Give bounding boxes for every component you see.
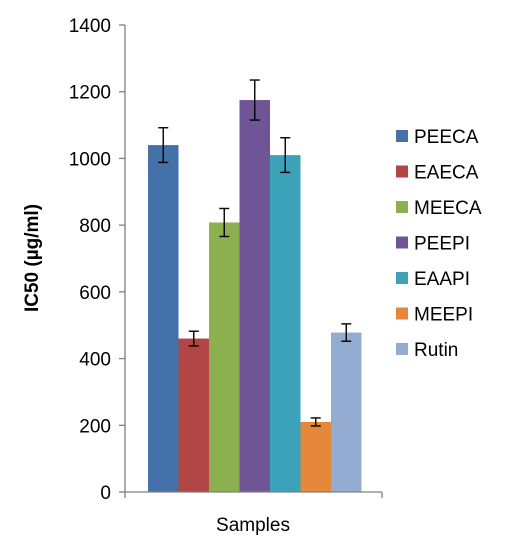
legend: PEECA EAECA MEECA PEEPI EAAPI MEEPI Rutin [396, 127, 482, 361]
legend-swatch [396, 236, 408, 249]
legend-item-peeca: PEECA [396, 127, 479, 148]
y-tick-label: 1400 [69, 16, 111, 37]
legend-swatch [396, 130, 408, 142]
bars [148, 100, 362, 493]
bar-meeca [209, 222, 240, 492]
error-bar-rutin [341, 323, 352, 342]
bar-eaeca [178, 338, 209, 492]
y-tick-label: 600 [79, 283, 111, 304]
legend-label: MEEPI [414, 305, 473, 326]
y-tick-label: 400 [79, 350, 111, 371]
legend-item-meeca: MEECA [396, 198, 482, 219]
legend-label: MEECA [414, 198, 482, 219]
legend-item-rutin: Rutin [396, 340, 458, 361]
legend-swatch [396, 165, 408, 178]
legend-swatch [396, 307, 408, 320]
y-tick-label: 0 [100, 483, 111, 504]
error-bar-eaeca [188, 330, 199, 347]
legend-item-eaapi: EAAPI [396, 269, 470, 290]
legend-label: EAECA [414, 163, 479, 184]
legend-item-eaeca: EAECA [396, 163, 479, 184]
error-bars [158, 79, 352, 427]
y-tick-label: 800 [79, 216, 111, 237]
error-bar-peepi [249, 79, 260, 121]
error-bar-eaapi [280, 137, 291, 174]
legend-label: Rutin [414, 340, 458, 361]
bar-meepi [300, 421, 331, 492]
y-axis-title: IC50 (µg/ml) [22, 204, 43, 312]
legend-item-peepi: PEEPI [396, 234, 470, 255]
legend-swatch [396, 343, 408, 355]
error-bar-peeca [158, 127, 169, 164]
bar-peepi [239, 100, 270, 492]
error-bar-meepi [310, 417, 321, 427]
bar-peeca [148, 145, 179, 493]
bar-rutin [331, 332, 362, 492]
legend-swatch [396, 201, 408, 213]
error-bar-meeca [219, 207, 230, 238]
y-ticks: 0 200 400 600 800 1000 1200 1400 [69, 16, 125, 504]
bar-eaapi [270, 155, 301, 493]
legend-swatch [396, 272, 408, 284]
x-axis-title: Samples [216, 515, 290, 536]
y-tick-label: 1200 [69, 83, 111, 104]
x-axis [124, 491, 383, 498]
legend-label: EAAPI [414, 269, 470, 290]
legend-item-meepi: MEEPI [396, 305, 473, 326]
y-tick-label: 1000 [69, 149, 111, 170]
y-tick-label: 200 [79, 416, 111, 437]
legend-label: PEEPI [414, 234, 470, 255]
legend-label: PEECA [414, 127, 479, 148]
